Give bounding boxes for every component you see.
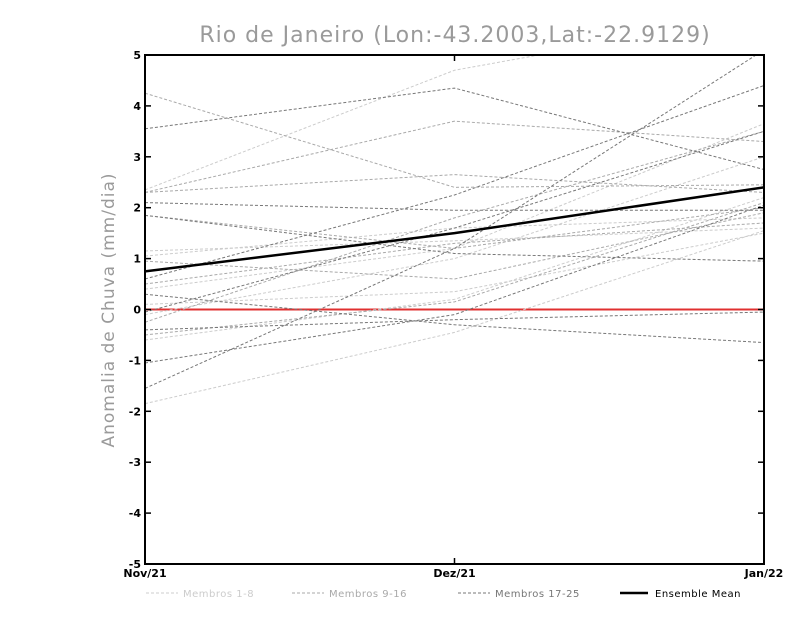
x-tick-label: Nov/21 <box>123 567 166 580</box>
y-tick-label: 2 <box>133 202 141 215</box>
legend-label: Membros 9-16 <box>329 589 407 600</box>
y-tick-label: 1 <box>133 253 141 266</box>
chart-title: Rio de Janeiro (Lon:-43.2003,Lat:-22.912… <box>199 23 710 48</box>
legend-label: Ensemble Mean <box>655 589 741 600</box>
series-line-g3-8 <box>145 130 764 313</box>
series-line-g1-4 <box>145 55 542 191</box>
series-line-g3-1 <box>145 87 764 171</box>
series-line-g3-2 <box>145 202 764 211</box>
y-tick-label: -4 <box>129 507 142 520</box>
y-axis: 5 4 3 2 1 0 -1 -2 -3 -4 -5 <box>129 49 764 571</box>
series-line-g3-9 <box>145 204 764 364</box>
series-layer <box>145 55 764 405</box>
series-line-g1-3 <box>145 227 764 252</box>
y-axis-label: Anomalia de Chuva (mm/dia) <box>99 172 119 447</box>
x-tick-label: Dez/21 <box>433 567 475 580</box>
series-line-g2-4 <box>145 130 764 323</box>
ensemble-mean-line <box>144 186 765 273</box>
series-line-g2-5 <box>145 212 764 280</box>
series-line-g2-7 <box>145 207 764 249</box>
legend-label: Membros 1-8 <box>183 589 254 600</box>
y-tick-label: -2 <box>129 405 141 418</box>
series-line-g1-6 <box>145 156 764 316</box>
y-tick-label: -5 <box>129 558 141 571</box>
legend: Membros 1-8 Membros 9-16 Membros 17-25 Ense… <box>146 589 741 600</box>
y-tick-label: 5 <box>133 49 141 62</box>
y-tick-label: 3 <box>133 151 141 164</box>
x-axis: Nov/21 Dez/21 Jan/22 <box>123 55 783 580</box>
series-line-g3-7 <box>145 85 764 280</box>
series-line-g2-8 <box>145 202 764 336</box>
series-line-g1-2 <box>145 197 764 341</box>
y-tick-label: -1 <box>129 354 141 367</box>
ensemble-mean-layer <box>144 186 765 273</box>
legend-label: Membros 17-25 <box>495 589 580 600</box>
y-tick-label: -3 <box>129 456 141 469</box>
series-line-g1-1 <box>145 230 764 405</box>
series-line-g3-5 <box>145 311 764 331</box>
series-line-g2-3 <box>145 174 764 193</box>
y-tick-label: 0 <box>133 304 141 317</box>
series-line-g3-4 <box>145 293 764 344</box>
y-tick-label: 4 <box>133 100 141 113</box>
series-line-g2-6 <box>145 222 764 285</box>
series-line-g2-2 <box>145 120 764 193</box>
series-line-g3-3 <box>145 214 764 262</box>
x-tick-label: Jan/22 <box>744 567 784 580</box>
series-line-g2-1 <box>145 92 764 188</box>
